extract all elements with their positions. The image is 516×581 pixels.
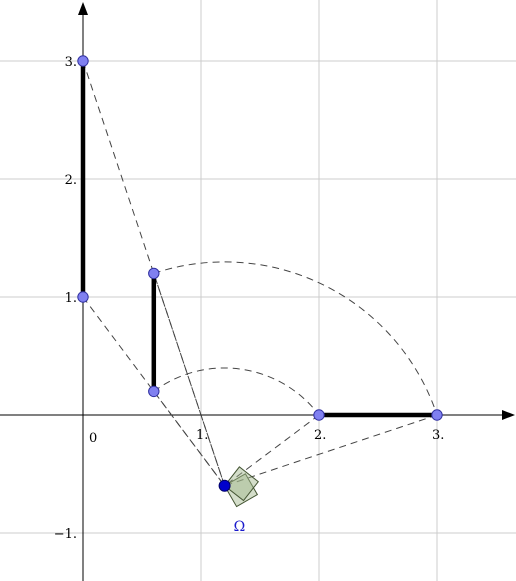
thick-segments xyxy=(80,61,437,418)
x-tick-label: 2. xyxy=(314,428,326,443)
x-tick-label: 1. xyxy=(196,428,208,443)
inner-rotation-arc xyxy=(153,367,320,416)
dashed-line xyxy=(224,414,320,487)
y-axis-arrow-icon xyxy=(78,2,88,15)
right-angle-marker xyxy=(223,466,259,502)
y-tick-label: 3. xyxy=(65,55,77,70)
tick-labels: Ω 0 1. 2. 3. 3. 2. 1. −1. xyxy=(54,55,445,542)
right-angle-markers xyxy=(223,466,259,508)
y-tick-label: 1. xyxy=(65,291,77,306)
point-06-02 xyxy=(148,385,160,398)
center-point xyxy=(218,479,231,492)
x-tick-label: 3. xyxy=(432,428,444,443)
right-angle-marker xyxy=(223,473,259,508)
dashed-line xyxy=(153,273,226,486)
dashed-line xyxy=(153,391,226,487)
point-06-12 xyxy=(148,267,160,280)
points xyxy=(77,55,443,492)
point-0-3 xyxy=(77,55,89,67)
origin-label: 0 xyxy=(89,431,97,446)
point-2-0 xyxy=(313,409,325,421)
dashed-construction-lines xyxy=(82,60,438,487)
point-3-0 xyxy=(431,409,443,421)
dashed-line xyxy=(224,414,438,487)
outer-rotation-arc xyxy=(153,261,438,416)
y-tick-label: 2. xyxy=(65,173,77,188)
x-axis-arrow-icon xyxy=(502,410,515,420)
point-0-1 xyxy=(77,291,89,303)
y-tick-label: −1. xyxy=(54,527,77,542)
center-label: Ω xyxy=(234,519,246,535)
